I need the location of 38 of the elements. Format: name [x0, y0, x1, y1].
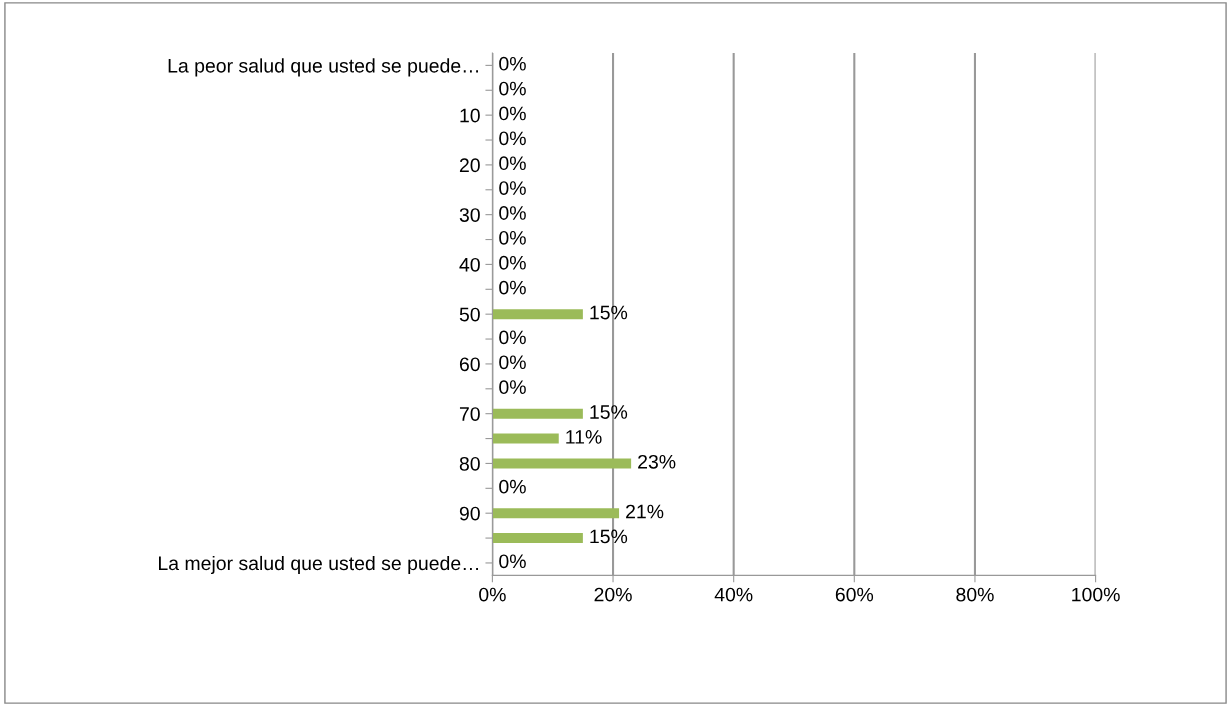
data-label: 0%: [499, 81, 526, 96]
x-tick-label: 40%: [714, 587, 753, 602]
x-tick-label: 100%: [1072, 587, 1120, 602]
data-label: 0%: [499, 56, 526, 71]
data-label: 0%: [499, 479, 526, 494]
data-label: 0%: [499, 255, 526, 270]
data-label: 23%: [638, 454, 676, 469]
data-label: 0%: [499, 330, 526, 345]
data-label: 11%: [566, 430, 602, 444]
data-label: 0%: [499, 230, 526, 245]
x-tick-label: 0%: [479, 587, 506, 602]
data-label: 0%: [499, 206, 526, 220]
data-label: 15%: [590, 529, 628, 544]
y-tick-label: La mejor salud que usted se puede…: [159, 555, 478, 575]
y-tick-label: 30: [459, 208, 480, 222]
data-label: 21%: [626, 504, 664, 519]
y-tick-label: La peor salud que usted se puede…: [168, 58, 478, 77]
y-tick-label: 60: [459, 357, 480, 372]
y-tick-label: 20: [459, 158, 480, 173]
x-tick-label: 60%: [835, 587, 874, 602]
y-tick-label: 40: [459, 257, 480, 272]
y-tick-label: 10: [460, 108, 480, 123]
data-label: 0%: [499, 280, 526, 295]
y-tick-label: 70: [459, 407, 480, 421]
y-tick-label: 50: [459, 307, 480, 322]
data-label: 0%: [499, 181, 526, 195]
data-label: 0%: [499, 131, 526, 146]
data-label: 15%: [590, 305, 628, 320]
data-label: 0%: [499, 106, 526, 121]
y-tick-label: 80: [459, 456, 480, 471]
data-label: 0%: [499, 380, 526, 395]
data-label: 0%: [499, 156, 526, 171]
y-tick-label: 90: [459, 506, 480, 521]
x-tick-label: 20%: [594, 587, 632, 602]
data-label: 15%: [590, 405, 628, 419]
data-label: 0%: [499, 554, 526, 569]
x-tick-label: 80%: [956, 587, 994, 602]
data-label: 0%: [499, 355, 526, 370]
